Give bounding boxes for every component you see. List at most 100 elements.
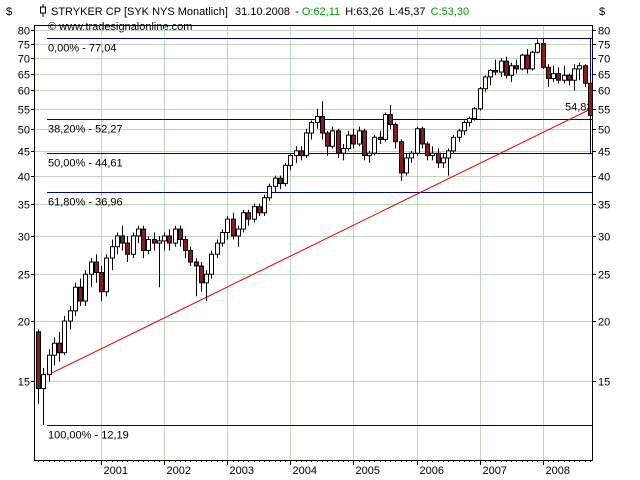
candle <box>404 153 409 176</box>
candle <box>120 225 125 251</box>
candle <box>478 87 483 111</box>
candle <box>283 162 288 187</box>
candle <box>236 225 241 247</box>
candle-body <box>225 218 230 233</box>
candle-icon <box>40 4 46 17</box>
candle-body <box>472 108 477 120</box>
candle-body <box>278 177 283 185</box>
candle-body <box>551 73 556 80</box>
candle-body <box>231 218 236 237</box>
open-value: 62,11 <box>313 6 340 18</box>
candle-body <box>194 261 199 267</box>
candle-body <box>257 206 262 214</box>
candles <box>36 38 593 425</box>
candle <box>146 235 151 255</box>
candle-body <box>567 74 572 81</box>
candle <box>183 235 188 259</box>
date-text: 31.10.2008 <box>235 6 290 18</box>
candle-body <box>294 150 299 157</box>
candle-body <box>162 235 167 242</box>
candle <box>341 143 346 161</box>
y-tick-label-left: 80 <box>18 26 30 38</box>
candle <box>330 126 335 149</box>
candle <box>315 108 320 129</box>
candle-body <box>425 143 430 157</box>
candle-body <box>588 82 593 116</box>
candle-body <box>115 235 120 248</box>
candle <box>504 56 509 79</box>
candle <box>299 146 304 161</box>
candle <box>89 258 94 288</box>
candle-body <box>572 68 577 81</box>
plot-frame <box>34 25 593 461</box>
candle <box>167 229 172 251</box>
candle <box>209 250 214 279</box>
high-label: H: <box>345 6 356 18</box>
candle <box>572 64 577 91</box>
candle-body <box>562 74 567 81</box>
candle-body <box>178 228 183 240</box>
fib-label: 0,00% - 77,04 <box>48 43 117 55</box>
candle-body <box>288 155 293 166</box>
y-tick-label-left: 30 <box>18 232 30 244</box>
candle-body <box>514 65 519 70</box>
candle-body <box>525 54 530 70</box>
candle <box>520 53 525 71</box>
candle <box>393 122 398 149</box>
candle-body <box>183 238 188 251</box>
candle-body <box>246 212 251 220</box>
candle <box>451 135 456 154</box>
y-tick-label-right: 70 <box>598 54 610 66</box>
candle-body <box>372 136 377 154</box>
open-label: O: <box>302 6 314 18</box>
candle-body <box>541 43 546 68</box>
y-tick-label-right: 80 <box>598 26 610 38</box>
candle <box>325 130 330 156</box>
y-tick-label-right: 60 <box>598 86 610 98</box>
y-tick-label-left: 60 <box>18 86 30 98</box>
candle <box>110 239 115 271</box>
candle <box>535 39 540 54</box>
candle <box>47 349 52 382</box>
candle <box>430 146 435 161</box>
y-tick-label-right: 45 <box>598 147 610 159</box>
x-tick-label: 2006 <box>420 465 444 477</box>
candle-body <box>120 235 125 244</box>
candle <box>257 203 262 216</box>
high-value: 63,26 <box>356 6 384 18</box>
candle-body <box>520 54 525 70</box>
candle <box>467 116 472 127</box>
candle <box>267 183 272 201</box>
y-tick-label-right: 55 <box>598 105 610 117</box>
candle <box>409 150 414 163</box>
symbol-text: STRYKER CP [SYK NYS Monatlich] <box>51 6 228 18</box>
candle <box>62 315 67 356</box>
y-tick-label-left: 65 <box>18 70 30 82</box>
candle <box>104 254 109 297</box>
candle <box>420 126 425 149</box>
candle-body <box>262 197 267 214</box>
candle <box>246 209 251 226</box>
candle-body <box>320 116 325 134</box>
y-tick-label-left: 15 <box>18 377 30 389</box>
candle <box>125 235 130 263</box>
candle <box>188 246 193 267</box>
candle <box>115 232 120 255</box>
candle <box>556 67 561 84</box>
candle-body <box>173 228 178 244</box>
candle-body <box>136 228 141 237</box>
candle-body <box>478 88 483 110</box>
chart-title: STRYKER CP [SYK NYS Monatlich] 31.10.200… <box>51 6 469 18</box>
candle <box>383 112 388 142</box>
candle-body <box>441 157 446 164</box>
candle <box>131 232 136 259</box>
candle <box>41 367 46 425</box>
candle-body <box>357 130 362 145</box>
candle <box>357 126 362 147</box>
candle <box>530 50 535 71</box>
y-tick-label-right: 35 <box>598 200 610 212</box>
candle-body <box>467 118 472 124</box>
candle <box>99 266 104 302</box>
x-tick-label: 2004 <box>293 465 317 477</box>
